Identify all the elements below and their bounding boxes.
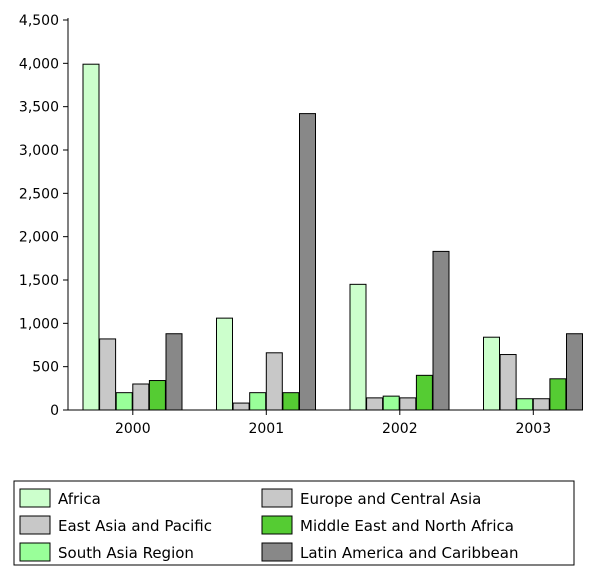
bar <box>349 283 367 411</box>
bar <box>115 392 133 411</box>
y-tick-label: 4,000 <box>19 56 59 72</box>
legend-label: Europe and Central Asia <box>300 490 481 508</box>
bar <box>282 392 300 411</box>
bar <box>483 336 500 411</box>
bar <box>532 398 550 411</box>
bar <box>232 402 250 411</box>
legend: Africa Europe and Central Asia East Asia a… <box>13 480 575 566</box>
bar <box>399 397 417 411</box>
legend-swatch <box>261 515 293 535</box>
bar <box>415 374 433 411</box>
bar <box>82 63 100 411</box>
x-tick-label: 2000 <box>115 421 151 437</box>
x-tick-label: 2002 <box>382 421 418 437</box>
y-tick-label: 0 <box>50 403 59 419</box>
bar <box>265 352 283 411</box>
x-tick-label: 2001 <box>248 421 284 437</box>
bar <box>299 113 316 411</box>
bar <box>249 392 267 411</box>
y-tick-label: 2,500 <box>19 186 59 202</box>
y-tick-label: 2,000 <box>19 230 59 246</box>
legend-swatch <box>19 542 51 562</box>
legend-label: South Asia Region <box>58 544 194 562</box>
legend-label: Africa <box>58 490 101 508</box>
bar <box>148 380 166 411</box>
y-tick-label: 3,500 <box>19 100 59 116</box>
y-tick-label: 1,500 <box>19 273 59 289</box>
legend-swatch <box>261 488 293 508</box>
y-tick-label: 3,000 <box>19 143 59 159</box>
bar <box>99 338 117 411</box>
y-tick-label: 4,500 <box>19 13 59 29</box>
legend-swatch <box>19 488 51 508</box>
bar <box>216 317 233 411</box>
bar <box>516 398 534 411</box>
bar <box>566 333 583 411</box>
legend-box <box>13 480 575 566</box>
bar <box>499 354 517 411</box>
bar <box>382 395 400 411</box>
legend-label: East Asia and Pacific <box>58 517 212 535</box>
x-tick-label: 2003 <box>515 421 551 437</box>
legend-swatch <box>261 542 293 562</box>
legend-label: Latin America and Caribbean <box>300 544 518 562</box>
bar <box>549 378 567 411</box>
y-tick-label: 500 <box>32 360 59 376</box>
bar <box>366 397 384 411</box>
bar <box>165 333 183 411</box>
bar <box>132 383 150 411</box>
legend-label: Middle East and North Africa <box>300 517 514 535</box>
legend-swatch <box>19 515 51 535</box>
y-tick-label: 1,000 <box>19 316 59 332</box>
bar <box>432 250 450 411</box>
plot-area: 0 500 1,000 1,500 2,000 2,500 3,000 3,500 4,000 4… <box>19 13 583 437</box>
